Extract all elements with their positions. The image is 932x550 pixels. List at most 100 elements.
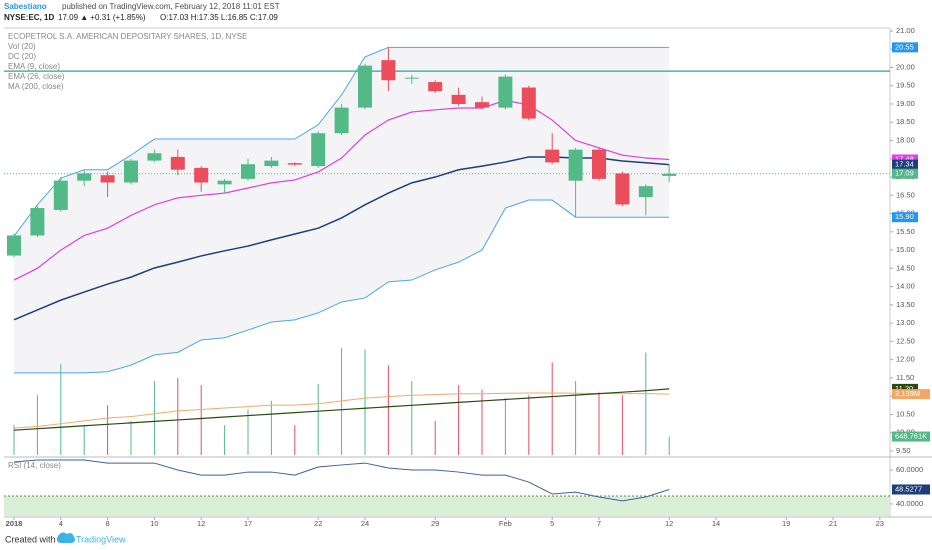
volume-ma bbox=[13, 392, 670, 429]
price-badge-label: 15.90 bbox=[895, 212, 914, 221]
ma-line bbox=[13, 156, 670, 321]
candle-body bbox=[381, 60, 396, 81]
footer-created: Created with bbox=[5, 534, 56, 544]
channel-upper bbox=[13, 46, 670, 237]
y-tick-label: 12.00 bbox=[896, 355, 915, 364]
symbol: NYSE:EC, 1D bbox=[4, 13, 54, 22]
candle-body bbox=[334, 107, 349, 134]
price-badge bbox=[892, 212, 918, 223]
x-tick-label: 21 bbox=[829, 519, 837, 528]
y-tick-label: 20.00 bbox=[896, 62, 915, 71]
candle-body bbox=[545, 149, 560, 163]
candle-body bbox=[311, 133, 326, 167]
x-tick-label: 5 bbox=[550, 519, 554, 528]
x-tick-label: 4 bbox=[59, 519, 63, 528]
x-tick-label: 2018 bbox=[6, 519, 23, 528]
candle-body bbox=[287, 163, 302, 165]
price-badge-label: 48.5277 bbox=[895, 484, 922, 493]
y-tick-label: 21.00 bbox=[896, 26, 915, 35]
legend-entry: Vol (20) bbox=[8, 42, 36, 51]
price-badge bbox=[892, 154, 918, 165]
candle-body bbox=[170, 156, 185, 170]
legend-entry: MA (200, close) bbox=[8, 82, 64, 91]
x-tick-label: 29 bbox=[431, 519, 439, 528]
x-tick-label: 12 bbox=[197, 519, 205, 528]
channel-fill bbox=[14, 47, 670, 373]
ohlc: O:17.03 H:17.35 L:16.85 C:17.09 bbox=[160, 13, 278, 22]
x-tick-label: 23 bbox=[876, 519, 884, 528]
chart-title: ECOPETROL S.A. AMERICAN DEPOSITARY SHARE… bbox=[8, 32, 247, 41]
y-tick-label: 10.50 bbox=[896, 409, 915, 418]
y-tick-label: 16.50 bbox=[896, 190, 915, 199]
y-tick-label: 19.00 bbox=[896, 99, 915, 108]
published: published on TradingView.com, February 1… bbox=[62, 2, 280, 11]
rsi-line bbox=[13, 459, 670, 502]
x-tick-label: 10 bbox=[150, 519, 158, 528]
y-tick-label: 9.50 bbox=[896, 446, 911, 455]
candle-body bbox=[217, 180, 232, 185]
legend-entry: DC (20) bbox=[8, 52, 36, 61]
x-tick-label: Feb bbox=[499, 519, 512, 528]
quote: 17.09 ▲ +0.31 (+1.85%) bbox=[58, 13, 146, 22]
candle-body bbox=[358, 65, 372, 108]
price-badge bbox=[892, 389, 930, 400]
price-badge bbox=[892, 383, 918, 394]
rsi-tick-label: 40.0000 bbox=[896, 499, 923, 508]
candle-body bbox=[100, 175, 115, 183]
candle-body bbox=[264, 160, 279, 167]
candle-body bbox=[124, 160, 138, 183]
candle-body bbox=[592, 149, 606, 179]
candle-body bbox=[475, 102, 489, 108]
y-tick-label: 15.00 bbox=[896, 245, 915, 254]
candle-body bbox=[147, 153, 162, 161]
rsi-legend: RSI (14, close) bbox=[8, 461, 61, 470]
rsi-band bbox=[4, 496, 890, 516]
y-tick-label: 15.50 bbox=[896, 227, 915, 236]
ma-line bbox=[13, 99, 670, 281]
price-badge-label: 17.48 bbox=[895, 154, 914, 163]
candle-body bbox=[568, 149, 583, 181]
legend-entry: EMA (9, close) bbox=[8, 62, 60, 71]
candle-body bbox=[638, 186, 653, 198]
candle-body bbox=[194, 167, 209, 183]
y-tick-label: 18.00 bbox=[896, 135, 915, 144]
price-badge bbox=[892, 159, 918, 170]
candle-body bbox=[77, 173, 92, 181]
price-badge bbox=[892, 431, 930, 442]
candle-body bbox=[53, 180, 68, 210]
candle-body bbox=[7, 235, 21, 256]
x-tick-label: 19 bbox=[782, 519, 790, 528]
candle-body bbox=[615, 173, 630, 205]
candle-body bbox=[30, 208, 45, 236]
price-badge-label: 17.09 bbox=[895, 169, 914, 178]
x-tick-label: 22 bbox=[314, 519, 322, 528]
x-tick-label: 8 bbox=[106, 519, 110, 528]
y-tick-label: 12.50 bbox=[896, 336, 915, 345]
x-tick-label: 17 bbox=[244, 519, 252, 528]
author: Sabestiano bbox=[4, 2, 47, 11]
y-tick-label: 14.50 bbox=[896, 263, 915, 272]
price-badge bbox=[892, 42, 918, 53]
y-tick-label: 19.50 bbox=[896, 81, 915, 90]
logo bbox=[56, 532, 76, 543]
price-badge bbox=[892, 484, 930, 495]
y-tick-label: 13.50 bbox=[896, 300, 915, 309]
price-badge-label: 17.34 bbox=[895, 160, 914, 169]
x-tick-label: 24 bbox=[361, 519, 369, 528]
candle-body bbox=[498, 76, 513, 108]
rsi-tick-label: 60.0000 bbox=[896, 465, 923, 474]
channel-lower bbox=[14, 199, 670, 374]
candle-body bbox=[662, 173, 677, 176]
y-tick-label: 13.00 bbox=[896, 318, 915, 327]
price-badge-label: 2.139M bbox=[895, 389, 920, 398]
ma-line bbox=[13, 388, 670, 431]
candle-body bbox=[241, 164, 255, 179]
price-badge bbox=[892, 168, 918, 179]
x-tick-label: 14 bbox=[712, 519, 720, 528]
price-badge-label: 648.761K bbox=[895, 432, 927, 441]
y-tick-label: 14.00 bbox=[896, 282, 915, 291]
y-tick-label: 18.50 bbox=[896, 117, 915, 126]
price-badge-label: 11.20 bbox=[895, 384, 913, 393]
